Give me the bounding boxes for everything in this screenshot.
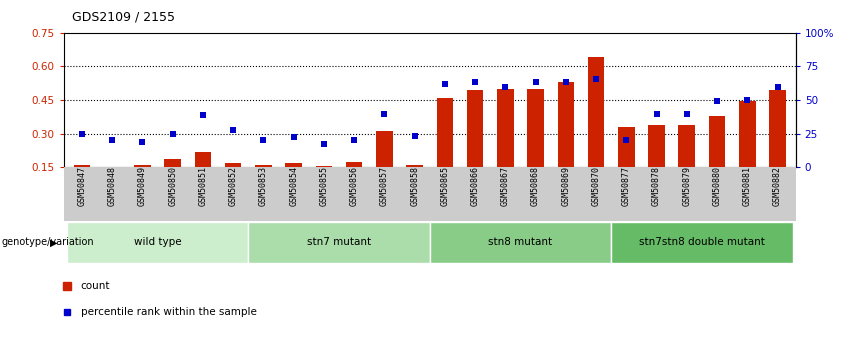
Bar (618, 127, 635, 201)
Bar (285, 163, 302, 201)
Bar (430, 222, 611, 263)
Text: wild type: wild type (134, 237, 181, 247)
Bar (195, 151, 211, 201)
Bar (67, 222, 248, 263)
Text: stn8 mutant: stn8 mutant (488, 237, 552, 247)
Text: stn7stn8 double mutant: stn7stn8 double mutant (639, 237, 765, 247)
Bar (588, 57, 604, 201)
Text: genotype/variation: genotype/variation (2, 237, 94, 247)
Bar (769, 90, 785, 201)
Text: percentile rank within the sample: percentile rank within the sample (81, 307, 257, 317)
Bar (255, 165, 271, 201)
Bar (248, 222, 430, 263)
Bar (316, 166, 332, 201)
Bar (437, 98, 454, 201)
Bar (467, 90, 483, 201)
Bar (648, 125, 665, 201)
Bar (134, 165, 151, 201)
Bar (739, 101, 756, 201)
Bar (497, 89, 514, 201)
Bar (164, 159, 181, 201)
Bar (346, 162, 363, 201)
Bar (104, 167, 121, 201)
Text: ▶: ▶ (49, 237, 57, 247)
Text: GDS2109 / 2155: GDS2109 / 2155 (72, 10, 175, 23)
Bar (557, 82, 574, 201)
Bar (74, 165, 90, 201)
Text: stn7 mutant: stn7 mutant (307, 237, 371, 247)
Bar (678, 125, 695, 201)
Bar (225, 163, 242, 201)
Bar (611, 222, 792, 263)
Bar (406, 165, 423, 201)
Bar (376, 131, 392, 201)
Bar (709, 116, 725, 201)
Text: count: count (81, 281, 111, 291)
Bar (528, 89, 544, 201)
